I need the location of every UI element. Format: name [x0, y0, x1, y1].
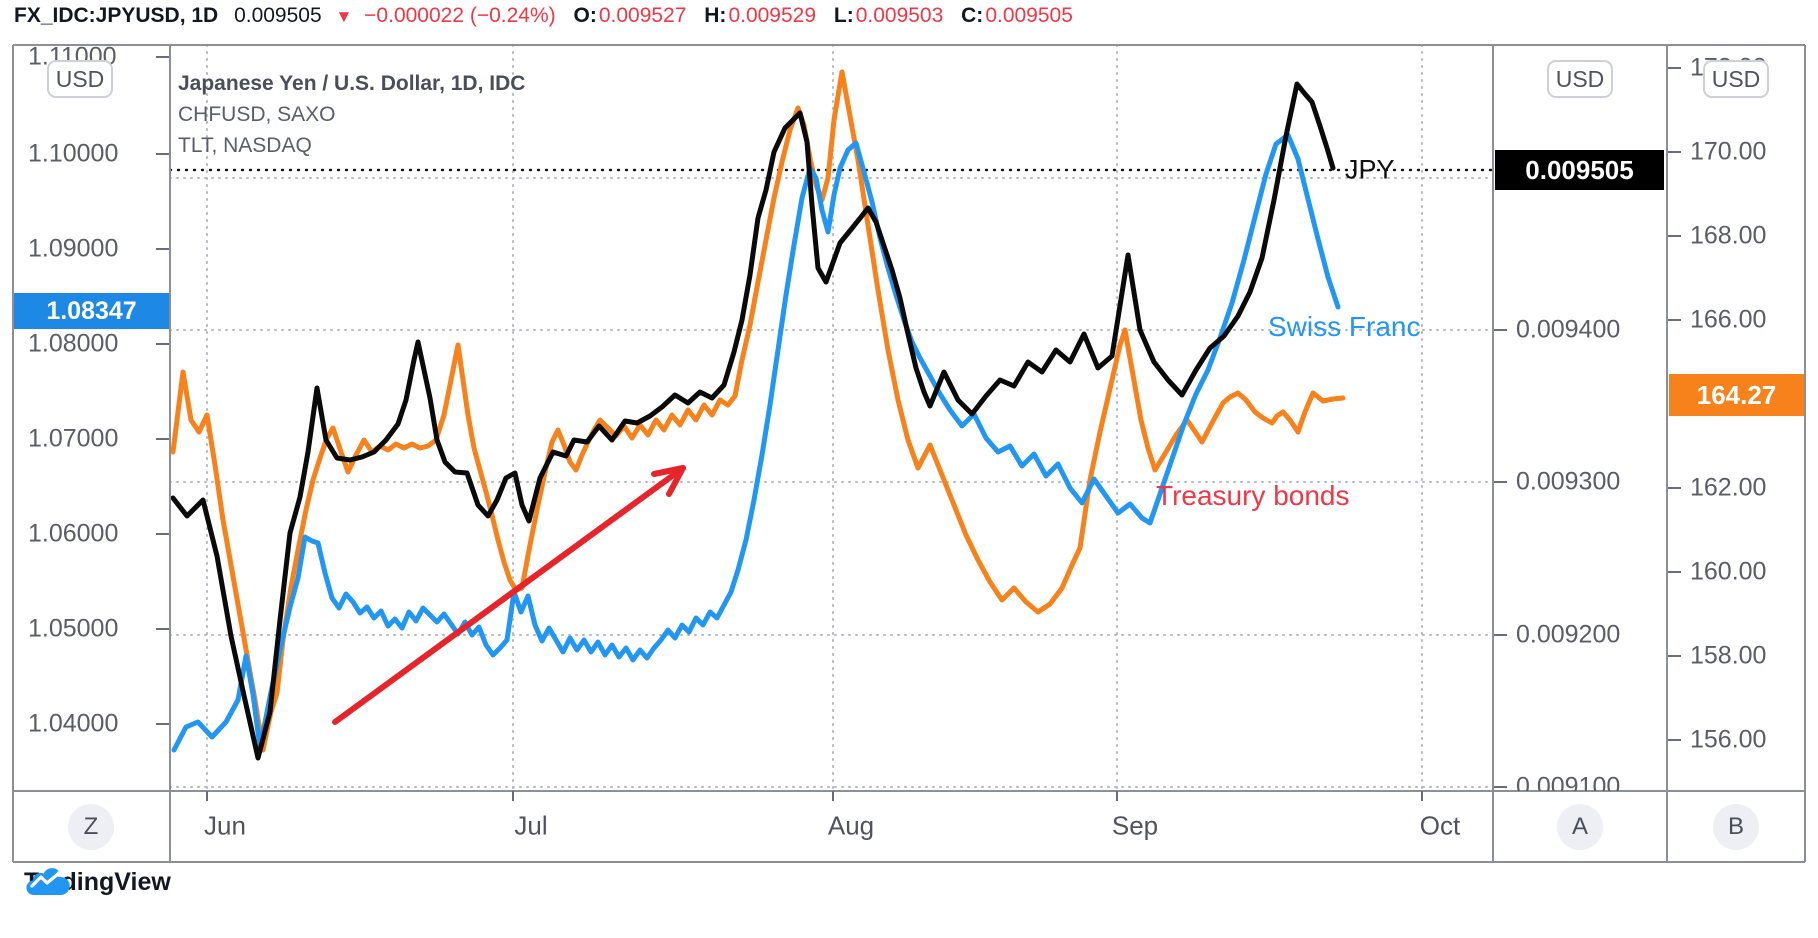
timezone-button[interactable]: Z [68, 804, 114, 850]
open-label: O: [573, 4, 597, 27]
month-label-jul: Jul [514, 810, 548, 841]
high-value: 0.009529 [728, 4, 817, 27]
trend-arrow-head [666, 465, 686, 497]
jpy-price-badge: 0.009505 [1495, 150, 1664, 190]
symbol-name[interactable]: FX_IDC:JPYUSD, 1D [14, 4, 219, 27]
tlt-price-badge: 164.27 [1669, 374, 1804, 416]
right-unit-button[interactable]: USD [1703, 60, 1769, 98]
legend-chfusd[interactable]: CHFUSD, SAXO [178, 103, 336, 126]
right-tick-label: 168.00 [1690, 221, 1767, 250]
right-price-scale[interactable]: 172.00170.00168.00166.00162.00160.00158.… [1669, 45, 1805, 791]
low-value: 0.009503 [855, 4, 944, 27]
right-tick-label: 160.00 [1690, 557, 1767, 586]
price-change: −0.000022 (−0.24%) [364, 4, 556, 27]
middle-tick-label: 0.009100 [1516, 772, 1621, 792]
tradingview-cloud-icon [26, 868, 70, 896]
month-label-aug: Aug [827, 810, 875, 841]
scale-b-button[interactable]: B [1713, 804, 1759, 850]
left-unit-button[interactable]: USD [47, 60, 113, 98]
middle-tick-label: 0.009300 [1516, 467, 1621, 496]
tradingview-logo[interactable]: TradingView [24, 868, 171, 897]
right-tick-label: 156.00 [1690, 725, 1767, 754]
trend-arrow [332, 465, 686, 725]
month-label-oct: Oct [1419, 810, 1461, 841]
scale-a-button[interactable]: A [1557, 804, 1603, 850]
month-label-sep: Sep [1111, 810, 1159, 841]
right-tick-label: 170.00 [1690, 137, 1767, 166]
close-label: C: [961, 4, 984, 27]
symbol-header: FX_IDC:JPYUSD, 1D 0.009505 ▼ −0.000022 (… [14, 4, 1073, 30]
left-tick-label: 1.06000 [28, 519, 119, 548]
last-price: 0.009505 [234, 4, 322, 27]
open-value: 0.009527 [598, 4, 687, 27]
right-tick-label: 162.00 [1690, 473, 1767, 502]
series-japanese-yen-u-s-dollar [170, 81, 1336, 761]
time-scale[interactable]: Jun Jul Aug Sep Oct [170, 793, 1493, 860]
treasury-bonds-line-label: Treasury bonds [1156, 480, 1350, 511]
jpy-line-label: JPY [1345, 154, 1395, 185]
left-tick-label: 1.04000 [28, 709, 119, 738]
low-label: L: [833, 4, 854, 27]
middle-tick-label: 0.009400 [1516, 315, 1621, 344]
swiss-franc-line-label: Swiss Franc [1268, 311, 1421, 342]
legend-main-series[interactable]: Japanese Yen / U.S. Dollar, 1D, IDC [178, 72, 526, 95]
high-label: H: [704, 4, 727, 27]
series-chfusd [171, 132, 1341, 753]
chf-price-badge: 1.08347 [14, 293, 169, 329]
month-label-jun: Jun [204, 810, 246, 841]
middle-unit-button[interactable]: USD [1547, 60, 1613, 98]
left-tick-label: 1.07000 [28, 424, 119, 453]
right-tick-label: 166.00 [1690, 305, 1767, 334]
right-tick-label: 158.00 [1690, 641, 1767, 670]
left-tick-label: 1.10000 [28, 139, 119, 168]
left-price-scale[interactable]: 1.11000 1.10000 1.09000 1.08000 1.07000 1.060… [13, 45, 170, 791]
trend-arrow-head [651, 465, 686, 477]
left-tick-label: 1.05000 [28, 614, 119, 643]
left-tick-label: 1.08000 [28, 329, 119, 358]
legend-tlt[interactable]: TLT, NASDAQ [178, 134, 312, 157]
close-value: 0.009505 [985, 4, 1073, 27]
down-triangle-icon: ▼ [335, 7, 353, 26]
middle-tick-label: 0.009200 [1516, 620, 1621, 649]
series-tlt [170, 69, 1346, 753]
middle-price-scale[interactable]: 0.009400 0.009300 0.009200 0.009100 [1495, 45, 1665, 792]
left-tick-label: 1.09000 [28, 234, 119, 263]
